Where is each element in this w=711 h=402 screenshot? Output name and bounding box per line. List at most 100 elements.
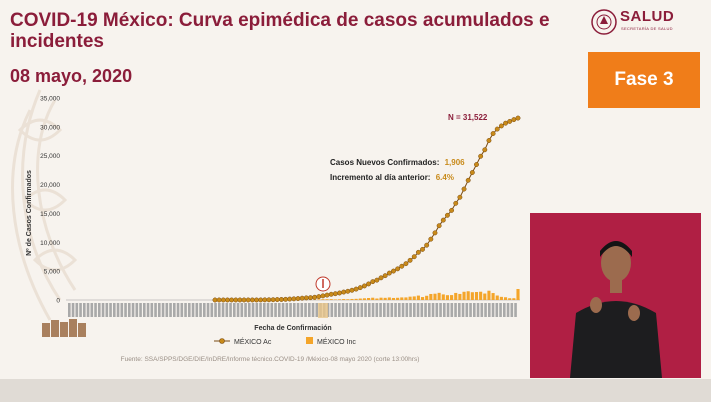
cumulative-point <box>474 162 479 167</box>
incident-bar <box>474 292 479 300</box>
x-tick-label <box>491 303 495 317</box>
x-tick-label <box>236 303 240 317</box>
x-tick-label <box>304 303 307 317</box>
incident-bar <box>362 298 366 300</box>
incident-bar <box>437 292 441 300</box>
x-tick-label <box>454 303 457 317</box>
x-tick-label <box>334 303 337 317</box>
x-tick-label <box>293 303 296 317</box>
total-cases-annotation: N = 31,522 <box>448 113 488 122</box>
cumulative-point <box>444 212 450 218</box>
x-tick-label <box>86 303 90 317</box>
cumulative-line <box>215 117 519 301</box>
x-tick-label <box>476 303 480 317</box>
cumulative-point <box>494 126 500 132</box>
x-tick-label <box>128 303 131 317</box>
cumulative-point <box>229 297 235 303</box>
x-tick-label <box>270 303 274 317</box>
incident-bar <box>408 296 412 300</box>
cumulative-point <box>490 131 496 137</box>
x-tick-label <box>315 303 319 317</box>
x-tick-labels <box>68 303 517 317</box>
cumulative-point <box>361 283 367 289</box>
incident-bar <box>491 293 495 300</box>
incident-bar <box>379 297 383 300</box>
incident-bar <box>400 297 404 300</box>
incident-bar <box>425 295 429 300</box>
x-tick-label <box>341 303 345 317</box>
cumulative-point <box>420 246 425 252</box>
x-tick-label <box>510 303 514 317</box>
x-tick-label <box>506 303 510 317</box>
x-tick-label <box>244 303 247 317</box>
incident-bar <box>342 299 346 300</box>
x-tick-label <box>360 303 364 317</box>
x-tick-label <box>435 303 439 317</box>
x-tick-label <box>255 303 259 317</box>
x-tick-label <box>285 303 289 317</box>
x-tick-label <box>413 303 416 317</box>
cumulative-point <box>341 289 347 295</box>
x-tick-label <box>139 303 142 317</box>
incident-bar <box>354 298 358 300</box>
x-tick-label <box>431 303 435 317</box>
increment-annotation: Incremento al día anterior: 6.4% <box>330 173 454 182</box>
legend-label-incident: MÉXICO Inc <box>317 337 356 346</box>
incident-bar <box>387 297 391 300</box>
x-tick-label <box>248 303 251 317</box>
incident-bar <box>508 298 512 300</box>
cumulative-point <box>428 236 434 242</box>
x-tick-label <box>383 303 386 317</box>
x-tick-label <box>259 303 262 317</box>
cumulative-point <box>291 296 297 302</box>
x-tick-label <box>356 303 360 317</box>
cumulative-point <box>299 295 305 301</box>
x-tick-label <box>503 303 506 317</box>
x-tick-label <box>68 303 71 317</box>
x-tick-label <box>98 303 101 317</box>
x-tick-label <box>79 303 82 317</box>
cumulative-point <box>212 297 218 303</box>
x-tick-label <box>401 303 405 317</box>
incident-bar <box>396 297 400 300</box>
incident-bar <box>499 296 503 300</box>
cumulative-point <box>469 170 475 175</box>
cumulative-point <box>486 138 492 143</box>
incident-bars <box>213 288 520 300</box>
x-tick-label <box>349 303 352 317</box>
x-tick-label <box>311 303 315 317</box>
salud-logo-subtitle: SECRETARÍA DE SALUD <box>621 26 673 31</box>
incident-bar <box>420 297 425 300</box>
incident-bar <box>350 298 354 300</box>
incident-bar <box>479 291 483 300</box>
x-tick-label <box>124 303 127 317</box>
incident-bar <box>337 299 342 300</box>
x-axis-label: Fecha de Confirmación <box>254 325 331 332</box>
legend-marker-incident <box>306 337 313 344</box>
epidemic-curve-chart: Nº de Casos Confirmados Fecha de Confirm… <box>26 96 521 346</box>
y-axis-label: Nº de Casos Confirmados <box>26 170 33 256</box>
incident-bar <box>325 299 329 300</box>
x-tick-label <box>90 303 94 317</box>
new-cases-value: 1,906 <box>445 158 466 167</box>
x-tick-label <box>420 303 424 317</box>
cumulative-point <box>295 296 301 302</box>
cumulative-point <box>370 279 376 285</box>
x-tick-label <box>75 303 79 317</box>
cumulative-point <box>258 297 264 303</box>
x-tick-label <box>405 303 409 317</box>
cumulative-point <box>366 281 372 287</box>
incident-bar <box>412 296 416 300</box>
x-tick-label <box>169 303 172 317</box>
incident-bar <box>462 291 466 300</box>
page-title: COVID-19 México: Curva epimédica de caso… <box>10 10 550 52</box>
incident-bar <box>483 293 487 300</box>
cumulative-point <box>498 123 504 129</box>
cumulative-point <box>357 285 363 291</box>
incident-bar <box>433 293 437 300</box>
cumulative-series <box>212 115 521 303</box>
cumulative-point <box>386 270 392 276</box>
new-cases-label: Casos Nuevos Confirmados: <box>330 158 439 167</box>
x-tick-label <box>135 303 139 317</box>
x-tick-label <box>364 303 367 317</box>
